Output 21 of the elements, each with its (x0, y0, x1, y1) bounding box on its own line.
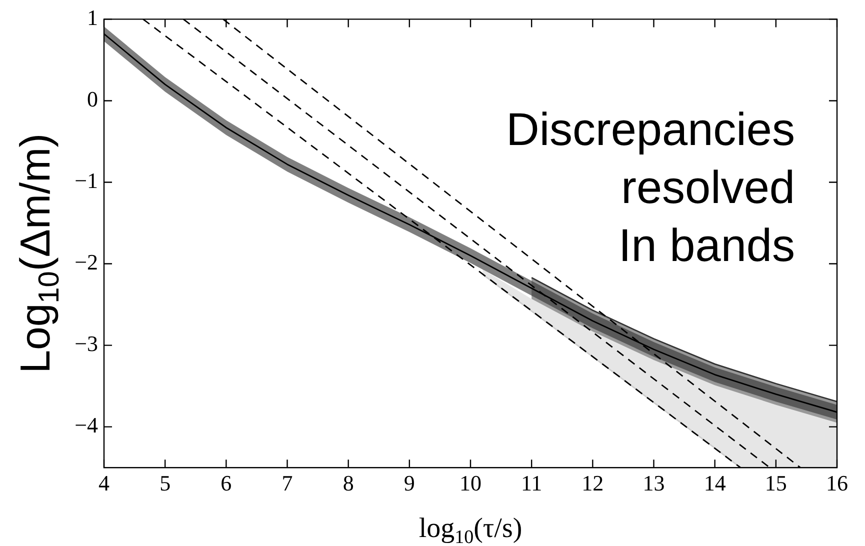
x-tick-label: 16 (826, 470, 848, 496)
x-tick-label: 9 (404, 470, 415, 496)
x-tick-label: 10 (460, 470, 482, 496)
x-tick-label: 5 (160, 470, 171, 496)
x-tick-label: 8 (342, 470, 354, 496)
y-tick-label: −4 (74, 412, 98, 438)
y-tick-label: −1 (74, 168, 98, 194)
x-tick-label: 15 (764, 470, 787, 496)
x-tick-label: 14 (704, 470, 726, 496)
y-tick-label: −2 (74, 250, 98, 275)
x-tick-label: 13 (642, 470, 665, 496)
annotation: Discrepancies resolved In bands (506, 103, 795, 272)
y-axis-title: Log10(Δm/m) (12, 133, 66, 374)
x-tick-label: 12 (582, 470, 604, 496)
y-tick-label: −3 (74, 331, 98, 356)
x-tick-label: 11 (520, 470, 542, 496)
x-tick-label: 7 (282, 470, 293, 496)
x-tick-label: 4 (98, 470, 110, 496)
x-tick-label: 6 (220, 470, 232, 496)
y-tick-label: 1 (87, 4, 98, 30)
y-tick-label: 0 (87, 86, 98, 112)
